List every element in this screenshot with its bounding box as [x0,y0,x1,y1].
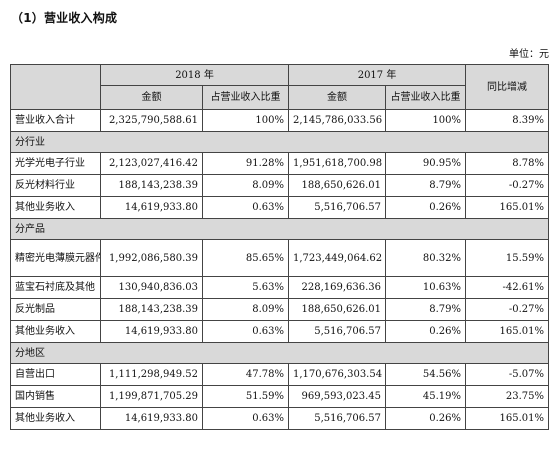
table-row: 其他业务收入 14,619,933.80 0.63% 5,516,706.57 … [10,320,550,343]
total-ratio-2017: 100% [385,109,467,132]
ratio-2018: 85.65% [201,239,290,277]
amount-2018: 188,143,238.39 [100,298,203,321]
amount-2018: 130,940,836.03 [100,276,203,299]
ratio-2017: 90.95% [385,152,467,175]
amount-2017: 188,650,626.01 [288,174,387,197]
row-label: 国内销售 [10,385,101,408]
header-year-2017: 2017 年 [288,64,467,86]
table-row: 其他业务收入 14,619,933.80 0.63% 5,516,706.57 … [10,407,550,430]
section-title: 分地区 [9,342,550,364]
amount-2017: 969,593,023.45 [288,385,387,408]
amount-2017: 228,169,636.36 [288,276,387,299]
amount-2018: 1,199,871,705.29 [100,385,203,408]
change-value: -0.27% [465,298,550,321]
amount-2018: 188,143,238.39 [100,174,203,197]
total-amount-2017: 2,145,786,033.56 [288,109,387,132]
section-row-industry: 分行业 [9,131,550,153]
total-label: 营业收入合计 [10,109,101,132]
row-label: 光学光电子行业 [10,152,101,175]
header-change: 同比增减 [465,64,550,110]
change-value: 165.01% [465,407,550,430]
amount-2018: 1,992,086,580.39 [100,239,203,277]
ratio-2018: 0.63% [201,196,290,219]
ratio-2018: 0.63% [201,320,290,343]
ratio-2017: 45.19% [385,385,467,408]
row-label: 反光材料行业 [10,174,101,197]
table-row: 国内销售 1,199,871,705.29 51.59% 969,593,023… [10,385,550,408]
amount-2018: 14,619,933.80 [100,196,203,219]
row-label: 其他业务收入 [10,320,101,343]
change-value: 165.01% [465,320,550,343]
ratio-2017: 8.79% [385,174,467,197]
section-row-region: 分地区 [9,342,550,364]
row-label: 反光制品 [10,298,101,321]
ratio-2017: 80.32% [385,239,467,277]
ratio-2018: 0.63% [201,407,290,430]
table-row: 反光制品 188,143,238.39 8.09% 188,650,626.01… [10,298,550,321]
row-label: 其他业务收入 [10,407,101,430]
change-value: -42.61% [465,276,550,299]
change-value: -5.07% [465,363,550,386]
header-year-2018: 2018 年 [99,64,290,86]
amount-2018: 14,619,933.80 [100,407,203,430]
section-row-product: 分产品 [9,218,550,240]
ratio-2018: 5.63% [201,276,290,299]
ratio-2018: 51.59% [201,385,290,408]
total-change: 8.39% [465,109,550,132]
amount-2017: 1,170,676,303.54 [288,363,387,386]
table-row: 自营出口 1,111,298,949.52 47.78% 1,170,676,3… [10,363,550,386]
header-row-columns: 金额 占营业收入比重 金额 占营业收入比重 [11,85,549,110]
ratio-2018: 91.28% [201,152,290,175]
amount-2018: 14,619,933.80 [100,320,203,343]
change-value: 165.01% [465,196,550,219]
amount-2017: 188,650,626.01 [288,298,387,321]
table-row: 蓝宝石衬底及其他 130,940,836.03 5.63% 228,169,63… [10,276,550,299]
header-row-years: 2018 年 2017 年 同比增减 [10,64,550,110]
amount-2018: 2,123,027,416.42 [100,152,203,175]
table-row: 精密光电薄膜元器件 1,992,086,580.39 85.65% 1,723,… [10,239,550,277]
unit-label: 单位：元 [509,49,549,60]
row-label: 自营出口 [10,363,101,386]
change-value: 23.75% [465,385,550,408]
row-label: 蓝宝石衬底及其他 [10,276,101,299]
ratio-2018: 8.09% [201,298,290,321]
amount-2017: 1,723,449,064.62 [288,239,387,277]
ratio-2017: 54.56% [385,363,467,386]
table-row: 光学光电子行业 2,123,027,416.42 91.28% 1,951,61… [10,152,550,175]
amount-2017: 5,516,706.57 [288,196,387,219]
row-label: 其他业务收入 [10,196,101,219]
revenue-table: 2018 年 2017 年 同比增减 金额 占营业收入比重 金额 占营业收入比重… [9,64,550,430]
total-amount-2018: 2,325,790,588.61 [100,109,203,132]
total-ratio-2018: 100% [201,109,290,132]
section-heading: （1）营业收入构成 [11,11,118,25]
ratio-2018: 47.78% [201,363,290,386]
change-value: -0.27% [465,174,550,197]
row-label: 精密光电薄膜元器件 [10,239,101,277]
header-ratio-2018: 占营业收入比重 [201,85,290,110]
ratio-2017: 8.79% [385,298,467,321]
section-title: 分行业 [9,131,550,153]
ratio-2017: 0.26% [385,196,467,219]
ratio-2017: 0.26% [385,320,467,343]
header-ratio-2017: 占营业收入比重 [385,85,467,110]
total-row: 营业收入合计 2,325,790,588.61 100% 2,145,786,0… [10,109,550,132]
change-value: 8.78% [465,152,550,175]
section-title: 分产品 [9,218,550,240]
amount-2017: 5,516,706.57 [288,320,387,343]
ratio-2017: 0.26% [385,407,467,430]
ratio-2018: 8.09% [201,174,290,197]
table-row: 反光材料行业 188,143,238.39 8.09% 188,650,626.… [10,174,550,197]
header-blank-cell [10,64,101,110]
ratio-2017: 10.63% [385,276,467,299]
amount-2017: 1,951,618,700.98 [288,152,387,175]
header-amount-2018: 金额 [100,85,203,110]
amount-2018: 1,111,298,949.52 [100,363,203,386]
header-amount-2017: 金额 [288,85,387,110]
amount-2017: 5,516,706.57 [288,407,387,430]
table-row: 其他业务收入 14,619,933.80 0.63% 5,516,706.57 … [10,196,550,219]
change-value: 15.59% [465,239,550,277]
